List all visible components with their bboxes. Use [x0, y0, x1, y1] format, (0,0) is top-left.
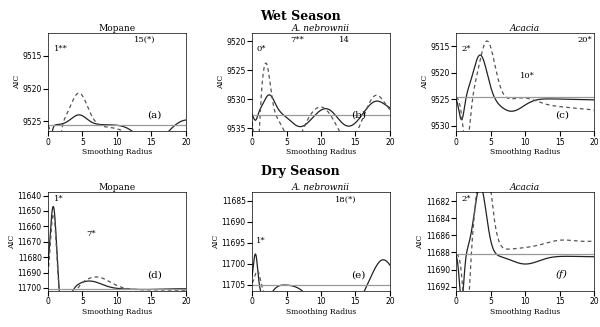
Title: A. nebrownii: A. nebrownii — [292, 183, 350, 192]
X-axis label: Smoothing Radius: Smoothing Radius — [286, 308, 356, 316]
Text: (c): (c) — [556, 111, 569, 119]
Text: 7**: 7** — [290, 36, 305, 44]
Y-axis label: AIC: AIC — [217, 75, 225, 89]
Text: (f): (f) — [556, 270, 567, 279]
Text: 1**: 1** — [53, 44, 67, 53]
X-axis label: Smoothing Radius: Smoothing Radius — [82, 148, 152, 156]
X-axis label: Smoothing Radius: Smoothing Radius — [82, 308, 152, 316]
Text: 14: 14 — [339, 36, 350, 44]
Text: Dry Season: Dry Season — [260, 165, 340, 178]
X-axis label: Smoothing Radius: Smoothing Radius — [490, 308, 560, 316]
X-axis label: Smoothing Radius: Smoothing Radius — [490, 148, 560, 156]
Text: (d): (d) — [147, 270, 162, 279]
Y-axis label: AIC: AIC — [8, 234, 16, 249]
Y-axis label: AIC: AIC — [13, 75, 21, 89]
Y-axis label: AIC: AIC — [421, 75, 429, 89]
Title: Mopane: Mopane — [98, 183, 136, 192]
Text: 1*: 1* — [53, 196, 63, 203]
Text: 2*: 2* — [461, 44, 471, 53]
Y-axis label: AIC: AIC — [212, 234, 220, 249]
Title: Acacia: Acacia — [510, 24, 540, 33]
Text: 15(*): 15(*) — [133, 36, 155, 44]
Text: 18(*): 18(*) — [335, 196, 356, 203]
Text: (a): (a) — [147, 111, 161, 119]
Text: (b): (b) — [352, 111, 367, 119]
Text: (e): (e) — [352, 270, 366, 279]
Text: 10*: 10* — [520, 72, 535, 80]
Text: 20*: 20* — [577, 36, 592, 44]
Title: Acacia: Acacia — [510, 183, 540, 192]
Title: Mopane: Mopane — [98, 24, 136, 33]
Text: 1*: 1* — [256, 237, 266, 245]
Title: A. nebrownii: A. nebrownii — [292, 24, 350, 33]
Y-axis label: AIC: AIC — [416, 234, 424, 249]
Text: 7*: 7* — [86, 230, 96, 238]
Text: 2*: 2* — [461, 196, 471, 203]
X-axis label: Smoothing Radius: Smoothing Radius — [286, 148, 356, 156]
Text: 0*: 0* — [256, 44, 266, 53]
Text: Wet Season: Wet Season — [260, 10, 340, 23]
